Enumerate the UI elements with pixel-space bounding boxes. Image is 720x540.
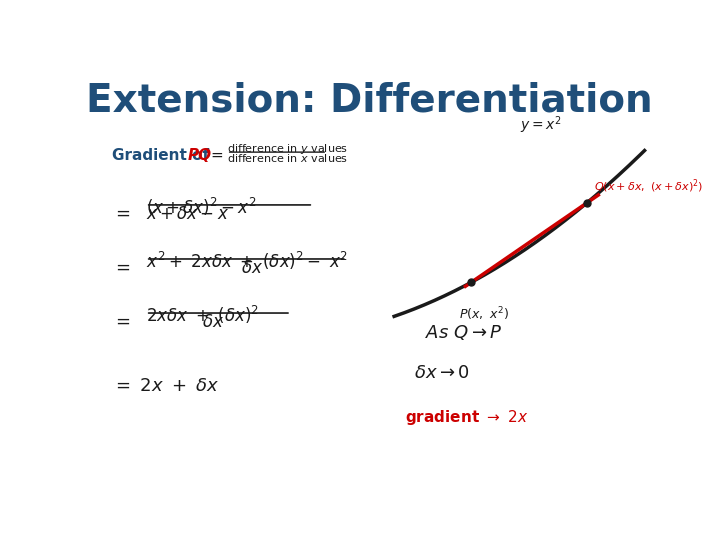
Text: $x^2 + \ 2x\delta x \ + \ (\delta x)^2 - \ x^2$: $x^2 + \ 2x\delta x \ + \ (\delta x)^2 -…: [145, 250, 348, 272]
Text: $(x + \delta x)^2 - x^2$: $(x + \delta x)^2 - x^2$: [145, 196, 256, 218]
Text: PQ: PQ: [188, 148, 212, 163]
Text: gradient $\rightarrow$ $2x$: gradient $\rightarrow$ $2x$: [405, 408, 528, 427]
Text: $=$: $=$: [112, 204, 131, 222]
Text: $= \ 2x \ + \ \delta x$: $= \ 2x \ + \ \delta x$: [112, 377, 220, 395]
Text: $P(x,\ x^2)$: $P(x,\ x^2)$: [459, 305, 508, 322]
Text: $\delta x$: $\delta x$: [202, 313, 224, 332]
Text: $=$: $=$: [112, 312, 131, 330]
Text: $Q(x + \delta x,\ (x + \delta x)^2)$: $Q(x + \delta x,\ (x + \delta x)^2)$: [594, 178, 703, 195]
Text: $\delta x \rightarrow 0$: $\delta x \rightarrow 0$: [413, 364, 469, 382]
Text: Gradient of: Gradient of: [112, 148, 215, 163]
Text: $=$: $=$: [112, 258, 131, 276]
Text: $x + \delta x - x$: $x + \delta x - x$: [145, 205, 229, 224]
Text: $2x\delta x \ + \ (\delta x)^2$: $2x\delta x \ + \ (\delta x)^2$: [145, 304, 258, 326]
Text: Extension: Differentiation: Extension: Differentiation: [86, 82, 652, 119]
Text: $\delta x$: $\delta x$: [240, 259, 263, 278]
Text: =: =: [210, 148, 222, 163]
Text: $y = x^2$: $y = x^2$: [520, 115, 562, 137]
Text: As $Q \rightarrow P$: As $Q \rightarrow P$: [425, 322, 503, 342]
Text: difference in $x$ values: difference in $x$ values: [227, 152, 348, 164]
Text: difference in $y$ values: difference in $y$ values: [227, 141, 348, 156]
